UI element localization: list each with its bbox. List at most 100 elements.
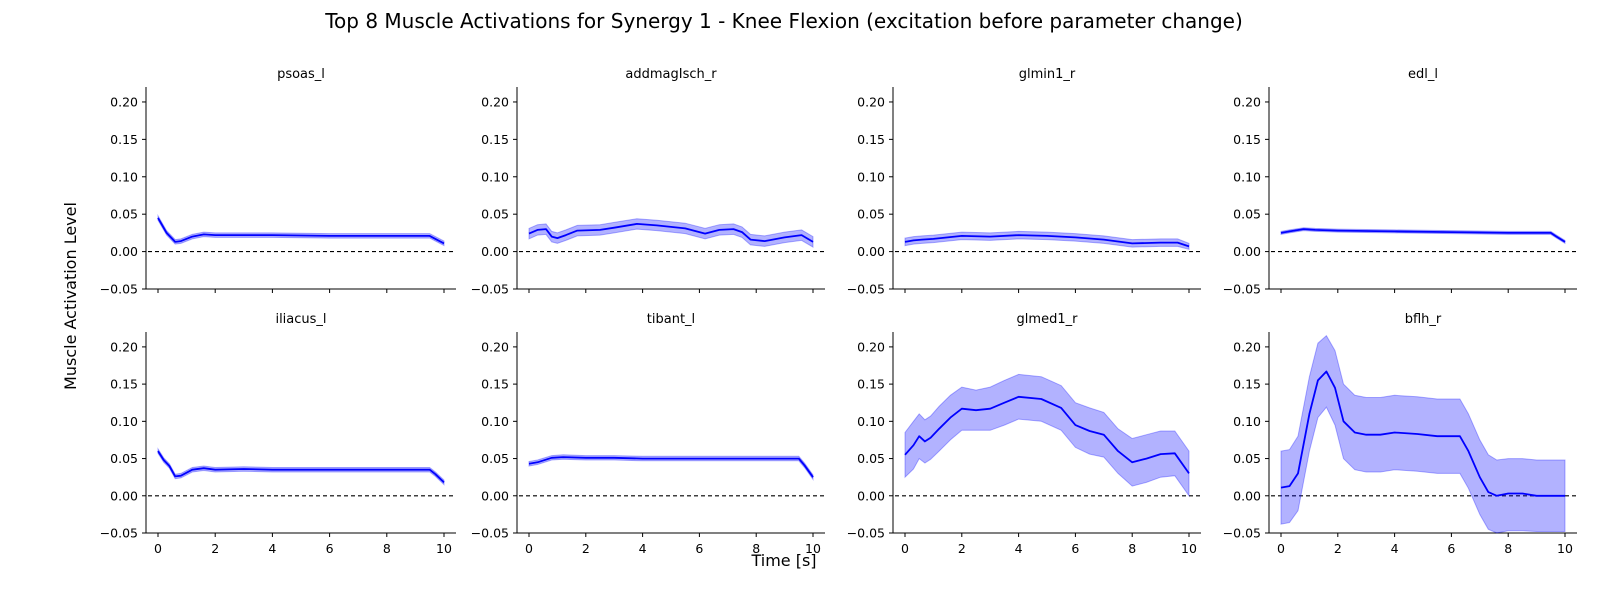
x-tick-label: 4 — [1391, 541, 1399, 556]
y-tick-label: 0.20 — [1233, 339, 1261, 354]
subplot-title: glmin1_r — [1019, 67, 1076, 82]
subplot-title: bflh_r — [1405, 312, 1442, 327]
subplot-4: edl_l 0.20 0.15 0.10 0.05 0.00 −0.05 — [1223, 67, 1577, 297]
y-tick-label: 0.00 — [110, 244, 138, 259]
subplot-title: psoas_l — [277, 67, 325, 82]
x-tick-label: 8 — [752, 541, 760, 556]
x-tick-label: 10 — [436, 541, 452, 556]
figure-title: Top 8 Muscle Activations for Synergy 1 -… — [324, 9, 1243, 33]
x-tick-label: 10 — [1557, 541, 1573, 556]
x-tick-label: 6 — [1447, 541, 1455, 556]
confidence-band — [904, 230, 1190, 250]
subplot-title: glmed1_r — [1017, 312, 1079, 327]
y-tick-label: 0.20 — [481, 339, 509, 354]
x-tick-label: 8 — [383, 541, 391, 556]
x-tick-label: 4 — [268, 541, 276, 556]
x-tick-label: 6 — [695, 541, 703, 556]
y-tick-label: −0.05 — [100, 282, 138, 297]
subplot-title: iliacus_l — [275, 312, 326, 327]
y-axis-label: Muscle Activation Level — [61, 202, 80, 390]
x-tick-label: 6 — [326, 541, 334, 556]
subplot-7: glmed1_r 0.20 0.15 0.10 0.05 0.00 −0.05 0 2 4 6 8 10 — [847, 312, 1201, 556]
x-tick-label: 0 — [525, 541, 533, 556]
y-tick-label: 0.10 — [857, 169, 885, 184]
subplot-6: tibant_l 0.20 0.15 0.10 0.05 0.00 −0.05 0 2 4 6 8 10 — [471, 312, 825, 556]
y-tick-label: 0.00 — [857, 488, 885, 503]
y-tick-label: 0.20 — [110, 94, 138, 109]
y-tick-label: 0.05 — [481, 451, 509, 466]
y-tick-label: 0.00 — [481, 244, 509, 259]
y-tick-label: 0.15 — [857, 132, 885, 147]
subplot-title: addmagIsch_r — [625, 67, 717, 82]
subplot-5: iliacus_l 0.20 0.15 0.10 0.05 0.00 −0.05 0 2 4 6 8 1… — [100, 312, 456, 556]
x-tick-label: 2 — [582, 541, 590, 556]
y-tick-label: 0.05 — [481, 207, 509, 222]
x-tick-label: 0 — [154, 541, 162, 556]
y-tick-label: 0.20 — [857, 94, 885, 109]
y-tick-label: 0.20 — [1233, 94, 1261, 109]
y-tick-label: 0.05 — [1233, 207, 1261, 222]
subplot-2: addmagIsch_r 0.20 0.15 0.10 0.05 0.00 −0.05 — [471, 67, 825, 297]
x-tick-label: 2 — [1334, 541, 1342, 556]
y-tick-label: 0.20 — [857, 339, 885, 354]
y-tick-label: 0.05 — [857, 451, 885, 466]
y-tick-label: 0.00 — [481, 488, 509, 503]
y-tick-label: 0.15 — [481, 132, 509, 147]
y-tick-label: 0.10 — [481, 414, 509, 429]
x-tick-label: 6 — [1071, 541, 1079, 556]
y-tick-label: −0.05 — [1223, 526, 1261, 541]
y-tick-label: −0.05 — [471, 282, 509, 297]
mean-activation-line — [157, 217, 445, 245]
y-tick-label: 0.10 — [110, 169, 138, 184]
mean-activation-line — [528, 223, 814, 243]
x-tick-label: 8 — [1128, 541, 1136, 556]
subplot-3: glmin1_r 0.20 0.15 0.10 0.05 0.00 −0.05 — [847, 67, 1201, 297]
x-tick-label: 4 — [639, 541, 647, 556]
y-tick-label: 0.00 — [857, 244, 885, 259]
confidence-band — [528, 218, 814, 248]
subplot-title: tibant_l — [647, 312, 695, 327]
x-tick-label: 10 — [805, 541, 821, 556]
subplot-8: bflh_r 0.20 0.15 0.10 0.05 0.00 −0.05 0 2 4 6 8 10 — [1223, 312, 1577, 556]
mean-activation-line — [157, 450, 445, 484]
x-tick-label: 2 — [958, 541, 966, 556]
y-tick-label: −0.05 — [100, 526, 138, 541]
y-tick-label: 0.15 — [481, 377, 509, 392]
x-tick-label: 4 — [1015, 541, 1023, 556]
y-tick-label: −0.05 — [471, 526, 509, 541]
y-tick-label: 0.10 — [857, 414, 885, 429]
x-tick-label: 8 — [1504, 541, 1512, 556]
y-tick-label: 0.10 — [481, 169, 509, 184]
confidence-band — [904, 373, 1190, 498]
x-axis-label: Time [s] — [750, 551, 816, 570]
y-tick-label: 0.05 — [857, 207, 885, 222]
y-tick-label: 0.00 — [1233, 488, 1261, 503]
y-tick-label: −0.05 — [847, 282, 885, 297]
x-tick-label: 2 — [211, 541, 219, 556]
subplot-title: edl_l — [1408, 67, 1438, 82]
x-tick-label: 0 — [1277, 541, 1285, 556]
y-tick-label: 0.00 — [110, 488, 138, 503]
x-tick-label: 0 — [901, 541, 909, 556]
mean-activation-line — [1280, 228, 1566, 243]
mean-activation-line — [528, 456, 814, 478]
y-tick-label: 0.20 — [481, 94, 509, 109]
y-tick-label: −0.05 — [1223, 282, 1261, 297]
confidence-band — [157, 213, 445, 247]
y-tick-label: 0.05 — [110, 451, 138, 466]
y-tick-label: 0.15 — [857, 377, 885, 392]
y-tick-label: 0.00 — [1233, 244, 1261, 259]
y-tick-label: 0.10 — [1233, 414, 1261, 429]
y-tick-label: 0.05 — [1233, 451, 1261, 466]
subplot-grid: psoas_l0.200.150.100.050.00−0.05addmagIs… — [100, 67, 1577, 556]
mean-activation-line — [1280, 370, 1565, 497]
y-tick-label: 0.15 — [1233, 132, 1261, 147]
y-tick-label: 0.10 — [110, 414, 138, 429]
mean-activation-line — [904, 234, 1190, 248]
y-tick-label: 0.15 — [1233, 377, 1261, 392]
y-tick-label: 0.10 — [1233, 169, 1261, 184]
y-tick-label: 0.05 — [110, 207, 138, 222]
confidence-band — [157, 447, 445, 486]
y-tick-label: 0.20 — [110, 339, 138, 354]
